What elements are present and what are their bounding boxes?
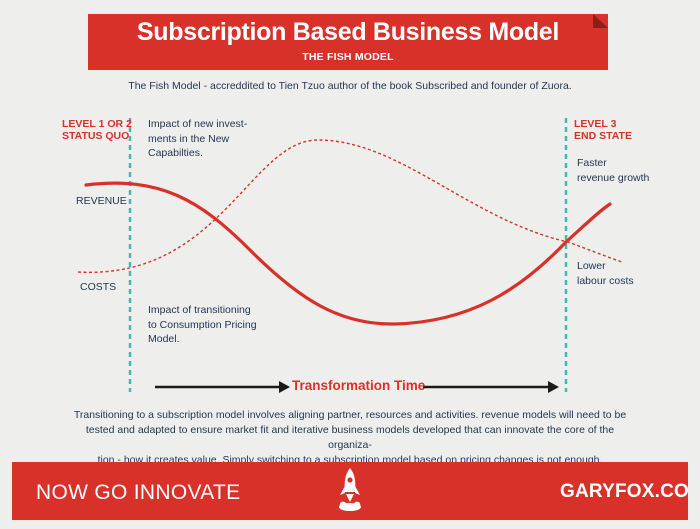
description-line: Transitioning to a subscription model in… xyxy=(73,409,627,421)
note-line: Model. xyxy=(148,333,180,345)
transformation-arrow-left-head xyxy=(279,381,290,393)
revenue-label: REVENUE xyxy=(76,195,127,207)
level-left-line1: LEVEL 1 OR 2 xyxy=(62,118,132,130)
attribution-text: The Fish Model - accreddited to Tien Tzu… xyxy=(128,80,572,92)
level-left-label: LEVEL 1 OR 2 STATUS QUO xyxy=(62,118,132,142)
page-title: Subscription Based Business Model xyxy=(136,18,560,46)
title-banner xyxy=(88,14,608,70)
footer-site-link[interactable]: GARYFOX.CO xyxy=(560,481,690,502)
transformation-arrow-right-head xyxy=(548,381,559,393)
note-labour-costs: Lower labour costs xyxy=(577,259,634,288)
revenue-curve xyxy=(84,181,612,326)
note-transition: Impact of transitioning to Consumption P… xyxy=(148,303,257,347)
level-right-line2: END STATE xyxy=(574,130,632,142)
note-line: to Consumption Pricing xyxy=(148,318,257,331)
note-line: Lower xyxy=(577,260,606,272)
note-line: revenue growth xyxy=(577,171,650,184)
banner-fold xyxy=(593,14,608,28)
note-line: Faster xyxy=(577,157,607,169)
level-left-line2: STATUS QUO xyxy=(62,130,130,142)
costs-curve xyxy=(77,139,623,273)
note-line: Impact of transitioning xyxy=(148,304,251,316)
note-line: ments in the New xyxy=(148,132,230,145)
note-line: Capabilties. xyxy=(148,147,203,159)
note-line: Impact of new invest- xyxy=(148,118,248,130)
transformation-time-label: Transformation Time xyxy=(292,378,426,393)
level-right-line1: LEVEL 3 xyxy=(574,118,617,130)
description-line: tested and adapted to ensure market fit … xyxy=(85,424,615,451)
note-revenue-growth: Faster revenue growth xyxy=(577,156,649,185)
note-investments: Impact of new invest- ments in the New C… xyxy=(148,117,247,161)
footer-slogan: NOW GO INNOVATE xyxy=(36,481,241,504)
page-subtitle: THE FISH MODEL xyxy=(302,51,394,63)
costs-label: COSTS xyxy=(80,281,117,293)
note-line: labour costs xyxy=(577,274,634,287)
description-text: Transitioning to a subscription model in… xyxy=(70,408,630,468)
rocket-icon xyxy=(339,468,361,511)
level-right-label: LEVEL 3 END STATE xyxy=(574,118,632,142)
